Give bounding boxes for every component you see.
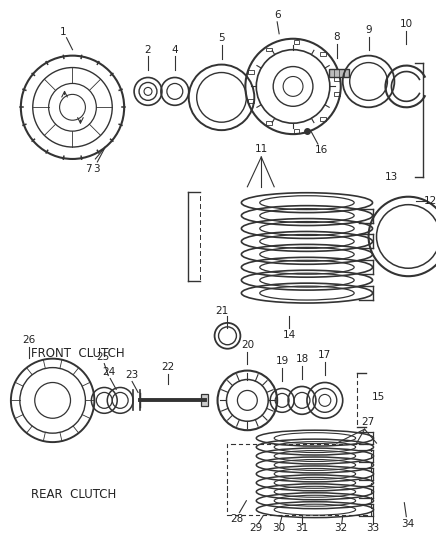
Text: 12: 12 [424, 196, 437, 206]
Bar [293, 128, 300, 133]
Bar [320, 117, 326, 121]
Text: 18: 18 [295, 354, 309, 364]
Bar [248, 70, 254, 74]
Text: 5: 5 [218, 33, 225, 43]
Text: 8: 8 [333, 32, 340, 42]
Text: 28: 28 [230, 514, 243, 523]
Text: 7: 7 [85, 164, 92, 174]
Text: 4: 4 [172, 45, 178, 55]
Text: 19: 19 [276, 356, 289, 366]
Text: 34: 34 [401, 519, 414, 529]
Text: 9: 9 [365, 25, 372, 35]
Text: 17: 17 [318, 350, 332, 360]
Bar [320, 52, 326, 55]
Text: FRONT  CLUTCH: FRONT CLUTCH [31, 347, 124, 360]
Text: 14: 14 [283, 330, 296, 340]
Bar [334, 77, 339, 80]
Text: 23: 23 [125, 369, 139, 379]
Text: 13: 13 [385, 172, 398, 182]
Text: 1: 1 [60, 27, 67, 37]
Bar [293, 41, 300, 44]
Bar [248, 99, 254, 103]
Text: 3: 3 [93, 164, 100, 174]
Text: 32: 32 [334, 522, 347, 532]
Bar [329, 69, 349, 77]
Text: 27: 27 [361, 417, 374, 427]
Bar [334, 92, 339, 96]
Text: 20: 20 [241, 340, 254, 350]
Text: 11: 11 [254, 144, 268, 154]
Text: 2: 2 [145, 45, 151, 55]
Text: 16: 16 [315, 145, 328, 155]
Text: 6: 6 [274, 10, 280, 20]
Text: REAR  CLUTCH: REAR CLUTCH [31, 488, 116, 501]
Text: 26: 26 [22, 335, 35, 345]
Text: 31: 31 [295, 522, 309, 532]
Text: 15: 15 [372, 392, 385, 402]
Bar [266, 122, 272, 125]
Bar [266, 47, 272, 52]
Text: 22: 22 [161, 361, 174, 372]
Text: 21: 21 [215, 306, 228, 316]
Bar [201, 394, 208, 406]
Text: 30: 30 [272, 522, 286, 532]
Text: 25: 25 [97, 352, 110, 362]
Text: 29: 29 [250, 522, 263, 532]
Text: 24: 24 [102, 367, 116, 377]
Text: 10: 10 [400, 19, 413, 29]
Text: 33: 33 [366, 522, 379, 532]
